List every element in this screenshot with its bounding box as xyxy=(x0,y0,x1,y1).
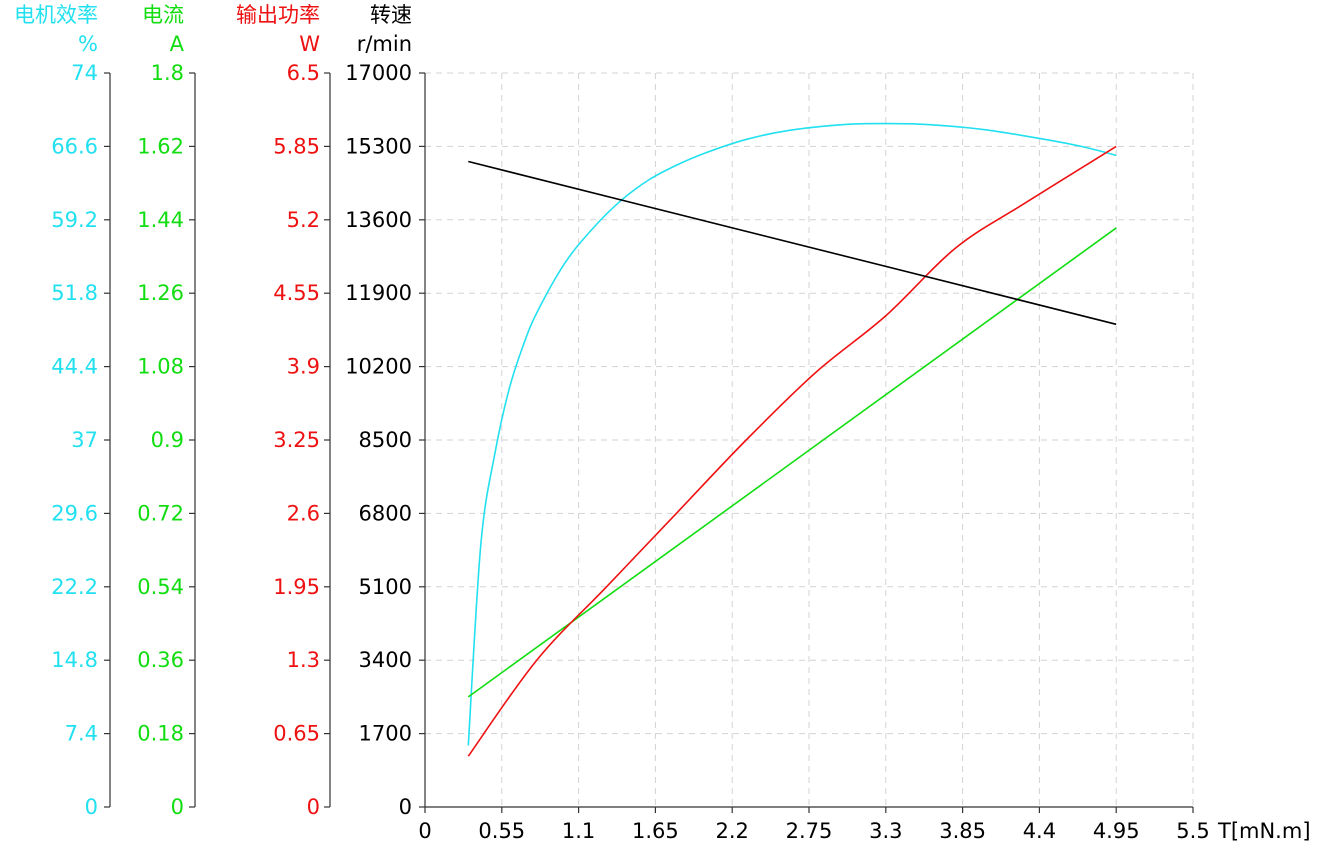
y-tick-label: 22.2 xyxy=(51,575,98,599)
series-line-current xyxy=(467,227,1117,698)
x-tick-label: 1.65 xyxy=(632,819,679,843)
y-axis-title: 电机效率 xyxy=(14,3,98,27)
y-axis-unit: W xyxy=(299,32,320,56)
y-axis-title: 转速 xyxy=(370,3,412,27)
y-tick-label: 29.6 xyxy=(51,501,98,525)
y-axis-power: 输出功率 W 6.5 5.85 5.2 4.55 3.9 3.25 2.6 1.95 1.3 0.65… xyxy=(236,3,331,819)
y-tick-label: 74 xyxy=(71,61,98,85)
y-tick-label: 6800 xyxy=(359,501,412,525)
y-axis-title: 电流 xyxy=(142,3,184,27)
y-tick-label: 2.6 xyxy=(287,501,320,525)
y-tick-label: 59.2 xyxy=(51,208,98,232)
y-tick-label: 1.26 xyxy=(137,281,184,305)
series-line-speed xyxy=(468,160,1117,326)
x-tick-label: 4.95 xyxy=(1093,819,1140,843)
y-tick-label: 6.5 xyxy=(287,61,320,85)
y-tick-label: 0 xyxy=(399,795,412,819)
y-axis-title: 输出功率 xyxy=(236,3,320,27)
x-tick-label: 0 xyxy=(418,819,431,843)
x-tick-label: 4.4 xyxy=(1023,819,1056,843)
y-tick-label: 0.72 xyxy=(137,501,184,525)
y-tick-label: 5.2 xyxy=(287,208,320,232)
y-tick-label: 66.6 xyxy=(51,134,98,158)
series-line-power xyxy=(467,145,1117,757)
y-tick-label: 1700 xyxy=(359,722,412,746)
y-axis-unit: r/min xyxy=(357,32,412,56)
x-tick-label: 3.85 xyxy=(939,819,986,843)
y-tick-label: 5.85 xyxy=(273,134,320,158)
series-line-efficiency xyxy=(467,122,1117,746)
y-tick-label: 1.44 xyxy=(137,208,184,232)
y-tick-label: 3.9 xyxy=(287,355,320,379)
data-series xyxy=(467,122,1117,757)
y-tick-label: 0 xyxy=(85,795,98,819)
y-tick-label: 1.95 xyxy=(273,575,320,599)
y-tick-label: 15300 xyxy=(345,134,412,158)
y-tick-label: 0.18 xyxy=(137,722,184,746)
y-tick-label: 0 xyxy=(307,795,320,819)
y-tick-label: 0.36 xyxy=(137,648,184,672)
y-tick-label: 1.3 xyxy=(287,648,320,672)
y-tick-label: 13600 xyxy=(345,208,412,232)
y-axis-speed: 转速r/min170001530013600119001020085006800… xyxy=(345,3,426,819)
y-tick-label: 37 xyxy=(71,428,98,452)
y-tick-label: 11900 xyxy=(345,281,412,305)
x-tick-label: 2.75 xyxy=(786,819,833,843)
y-tick-label: 5100 xyxy=(359,575,412,599)
y-axes: 电机效率% 74 66.6 59.2 51.8 44.4 37 29.6 22.2 14.8 7.4… xyxy=(14,3,426,819)
y-tick-label: 7.4 xyxy=(65,722,98,746)
y-axis-efficiency: 电机效率% 74 66.6 59.2 51.8 44.4 37 29.6 22.2 14.8 7.4… xyxy=(14,3,111,819)
x-tick-label: 0.55 xyxy=(478,819,525,843)
y-tick-label: 0.54 xyxy=(137,575,184,599)
y-tick-label: 3.25 xyxy=(273,428,320,452)
y-tick-label: 44.4 xyxy=(51,355,98,379)
grid-lines xyxy=(425,72,1194,807)
y-tick-label: 0.65 xyxy=(273,722,320,746)
x-tick-label: 1.1 xyxy=(562,819,595,843)
y-tick-label: 14.8 xyxy=(51,648,98,672)
y-tick-label: 1.08 xyxy=(137,355,184,379)
y-tick-label: 3400 xyxy=(359,648,412,672)
x-tick-label: 2.2 xyxy=(715,819,748,843)
y-tick-label: 1.8 xyxy=(151,61,184,85)
x-tick-label: 5.5 xyxy=(1176,819,1209,843)
y-axis-unit: % xyxy=(78,32,98,56)
y-tick-label: 1.62 xyxy=(137,134,184,158)
x-axis: 0 0.55 1.1 1.65 2.2 2.75 3.3 3.85 4.4 4.95 5.5 T[mN… xyxy=(418,806,1311,843)
y-tick-label: 17000 xyxy=(345,61,412,85)
y-axis-current: 电流 A 1.8 1.62 1.44 1.26 1.08 0.9 0.72 0.54 0.36 0.1… xyxy=(137,3,196,819)
x-axis-label: T[mN.m] xyxy=(1217,819,1311,843)
y-tick-label: 0.9 xyxy=(151,428,184,452)
y-tick-label: 4.55 xyxy=(273,281,320,305)
x-tick-label: 3.3 xyxy=(869,819,902,843)
y-tick-label: 8500 xyxy=(359,428,412,452)
y-tick-label: 0 xyxy=(171,795,184,819)
y-axis-unit: A xyxy=(170,32,185,56)
y-tick-label: 10200 xyxy=(345,355,412,379)
y-tick-label: 51.8 xyxy=(51,281,98,305)
